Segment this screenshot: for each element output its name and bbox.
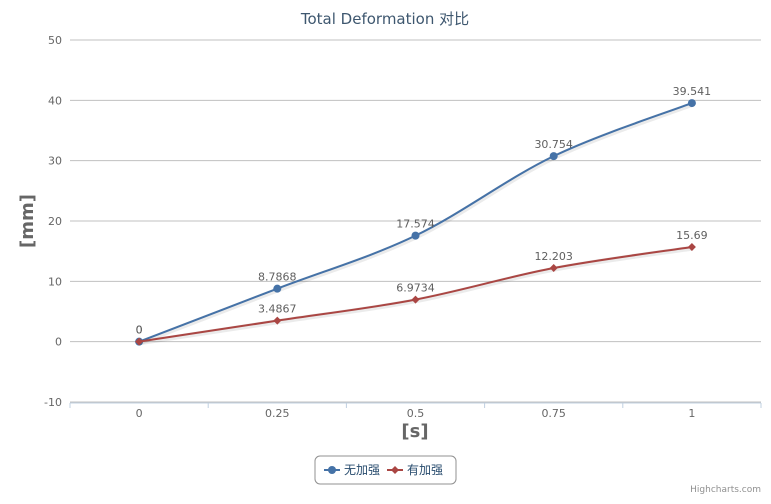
data-point[interactable] bbox=[687, 99, 696, 108]
data-point[interactable] bbox=[687, 243, 696, 252]
y-tick-label: 20 bbox=[48, 215, 62, 228]
y-tick-label: 10 bbox=[48, 275, 62, 288]
data-point[interactable] bbox=[273, 316, 282, 325]
legend-box bbox=[314, 455, 457, 485]
data-label: 17.574 bbox=[396, 218, 435, 231]
legend-marker-0 bbox=[328, 466, 336, 474]
data-label: 30.754 bbox=[534, 138, 573, 151]
legend: 无加强 有加强 bbox=[314, 455, 457, 485]
x-tick-label: 1 bbox=[688, 407, 695, 420]
x-tick-label: 0 bbox=[136, 407, 143, 420]
data-label: 0 bbox=[136, 324, 143, 337]
x-tick-label: 0.5 bbox=[407, 407, 425, 420]
x-axis-title: [s] bbox=[401, 421, 428, 442]
x-tick-label: 0.75 bbox=[541, 407, 566, 420]
data-labels: 08.786817.57430.75439.54103.48676.973412… bbox=[136, 85, 712, 337]
legend-item-0[interactable]: 无加强 bbox=[324, 463, 380, 477]
y-tick-label: -10 bbox=[44, 396, 62, 409]
data-label: 0 bbox=[136, 324, 143, 337]
legend-item-1[interactable]: 有加强 bbox=[387, 463, 443, 477]
y-tick-label: 40 bbox=[48, 94, 62, 107]
y-tick-label: 50 bbox=[48, 34, 62, 47]
axes: -10 0 10 20 30 40 50 0 0.25 0.5 0.75 1 bbox=[44, 34, 762, 420]
data-label: 15.69 bbox=[676, 229, 708, 242]
data-label: 6.9734 bbox=[396, 282, 435, 295]
credits-link[interactable]: Highcharts.com bbox=[690, 485, 761, 495]
legend-marker-1 bbox=[391, 466, 399, 474]
data-point[interactable] bbox=[273, 284, 282, 293]
grid bbox=[70, 39, 761, 403]
chart-title: Total Deformation 对比 bbox=[300, 10, 469, 28]
data-label: 3.4867 bbox=[258, 303, 297, 316]
y-axis-title: [mm] bbox=[17, 194, 38, 248]
data-point[interactable] bbox=[135, 337, 144, 346]
y-tick-label: 30 bbox=[48, 155, 62, 168]
data-label: 12.203 bbox=[534, 250, 573, 263]
legend-label-1: 有加强 bbox=[407, 463, 443, 477]
data-point[interactable] bbox=[549, 152, 558, 161]
y-tick-label: 0 bbox=[55, 336, 62, 349]
data-point[interactable] bbox=[411, 295, 420, 304]
legend-label-0: 无加强 bbox=[344, 463, 380, 477]
data-point[interactable] bbox=[411, 231, 420, 240]
series-group bbox=[135, 99, 696, 346]
x-tick-label: 0.25 bbox=[265, 407, 290, 420]
data-point[interactable] bbox=[549, 264, 558, 273]
data-label: 39.541 bbox=[673, 85, 712, 98]
data-label: 8.7868 bbox=[258, 271, 297, 284]
